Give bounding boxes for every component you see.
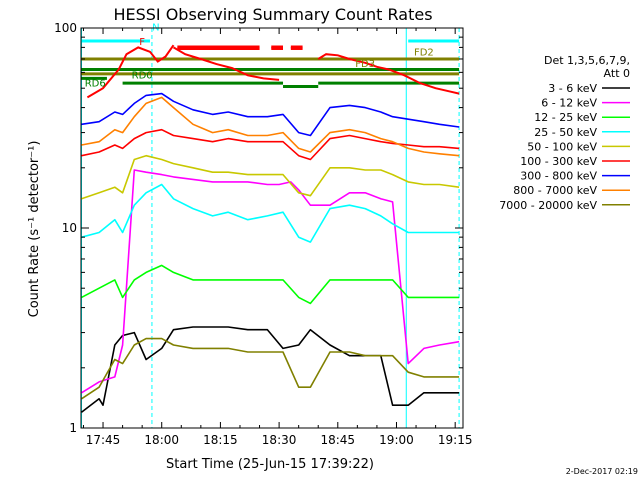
y-tick-label-1: 1 bbox=[69, 421, 77, 435]
flag-label-rd6: RD6 bbox=[85, 78, 106, 89]
timestamp-label: 2-Dec-2017 02:19 bbox=[566, 467, 638, 476]
x-tick-label-17-45: 17:45 bbox=[86, 433, 121, 447]
legend-label-7000-20000-kev: 7000 - 20000 keV bbox=[499, 199, 597, 212]
flag-label-rd0: RD0 bbox=[132, 70, 153, 81]
legend-label-300-800-kev: 300 - 800 keV bbox=[520, 170, 597, 183]
series-line-800-7000-kev bbox=[81, 96, 460, 157]
legend-label-800-7000-kev: 800 - 7000 keV bbox=[513, 184, 597, 197]
series-line-6-12-kev bbox=[81, 169, 460, 394]
legend-header-line-0: Det 1,3,5,6,7,9, bbox=[544, 54, 630, 67]
legend-label-6-12-kev: 6 - 12 keV bbox=[541, 97, 597, 110]
legend-label-12-25-kev: 12 - 25 keV bbox=[534, 111, 597, 124]
x-tick-label-19-15: 19:15 bbox=[438, 433, 473, 447]
series-line-25-50-kev bbox=[81, 183, 460, 243]
series-line-50-100-kev bbox=[81, 154, 460, 200]
flag-label-fd2: FD2 bbox=[414, 47, 434, 58]
flag-label-fd3: FD3 bbox=[355, 59, 375, 70]
x-tick-label-19-00: 19:00 bbox=[379, 433, 414, 447]
legend-label-50-100-kev: 50 - 100 keV bbox=[527, 140, 597, 153]
x-tick-label-18-15: 18:15 bbox=[203, 433, 238, 447]
axis-layer: 17:45 18:00 18:15 18:30 18:45 19:00 19:15 1 10 10… bbox=[54, 21, 472, 447]
series-line-300-800-kev bbox=[81, 92, 460, 137]
series-layer bbox=[81, 92, 460, 413]
x-tick-label-18-30: 18:30 bbox=[262, 433, 297, 447]
flare-trace-layer bbox=[86, 44, 460, 99]
series-line-100-300-kev bbox=[81, 128, 460, 161]
x-tick-label-18-45: 18:45 bbox=[320, 433, 355, 447]
flare-trace-segment-1 bbox=[172, 46, 280, 81]
flag-label-f: F bbox=[139, 37, 145, 48]
series-line-3-6-kev bbox=[81, 326, 460, 413]
y-tick-label-10: 10 bbox=[62, 221, 77, 235]
legend-label-25-50-kev: 25 - 50 keV bbox=[534, 126, 597, 139]
series-line-7000-20000-kev bbox=[81, 337, 460, 400]
flare-trace-segment-2 bbox=[317, 53, 460, 95]
y-axis-label: Count Rate (s⁻¹ detector⁻¹) bbox=[27, 141, 42, 318]
chart-title: HESSI Observing Summary Count Rates bbox=[113, 5, 432, 24]
x-tick-label-18-00: 18:00 bbox=[144, 433, 179, 447]
legend-label-3-6-kev: 3 - 6 keV bbox=[548, 82, 597, 95]
flare-trace-segment-0 bbox=[86, 44, 175, 99]
x-axis-label: Start Time (25-Jun-15 17:39:22) bbox=[166, 457, 374, 472]
series-line-12-25-kev bbox=[81, 264, 460, 305]
flag-bar-layer bbox=[81, 39, 460, 49]
y-tick-label-100: 100 bbox=[54, 21, 77, 35]
legend-label-100-300-kev: 100 - 300 keV bbox=[520, 155, 597, 168]
legend-header-line-1: Att 0 bbox=[604, 67, 630, 80]
legend: Det 1,3,5,6,7,9,Att 0 3 - 6 keV 6 - 12 keV… bbox=[499, 54, 630, 212]
